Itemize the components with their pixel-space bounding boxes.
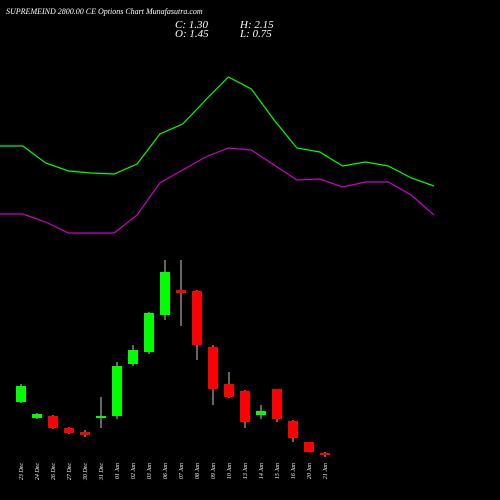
ohlc-annotation: H: 2.15 — [239, 19, 274, 31]
candle-body — [48, 416, 58, 428]
candle-body — [240, 391, 250, 422]
chart-title: SUPREMEIND 2800.00 CE Options Chart Muna… — [6, 7, 203, 16]
x-tick-label: 14 Jan — [258, 463, 265, 479]
ohlc-annotation: C: 1.30 — [175, 19, 209, 31]
candle-body — [128, 350, 138, 364]
candle-body — [64, 428, 74, 433]
x-tick-label: 09 Jan — [211, 463, 217, 479]
candle-body — [96, 416, 106, 418]
x-tick-label: 26 Dec — [51, 463, 57, 480]
x-tick-label: 15 Jan — [275, 463, 281, 479]
candle-body — [144, 313, 154, 352]
x-tick-label: 08 Jan — [195, 463, 201, 479]
candle-body — [304, 442, 314, 452]
candle-body — [288, 421, 298, 438]
x-tick-label: 16 Jan — [291, 463, 297, 479]
candle-body — [32, 414, 42, 418]
x-tick-label: 31 Dec — [99, 463, 105, 481]
candle-body — [208, 347, 218, 389]
candle-body — [160, 272, 170, 315]
candle-body — [320, 453, 330, 455]
x-tick-label: 20 Jan — [307, 463, 313, 479]
candle-body — [176, 290, 186, 293]
x-tick-label: 07 Jan — [179, 463, 185, 479]
x-tick-label: 30 Dec — [83, 463, 89, 481]
candle-body — [192, 291, 202, 345]
x-tick-label: 21 Jan — [323, 463, 329, 479]
candle-body — [80, 432, 90, 435]
x-tick-label: 02 Jan — [131, 463, 137, 479]
x-tick-label: 03 Jan — [147, 463, 153, 479]
x-tick-label: 10 Jan — [227, 463, 233, 479]
ohlc-annotation: L: 0.75 — [239, 28, 272, 40]
x-tick-label: 23 Dec — [19, 463, 25, 480]
candle-body — [224, 384, 234, 397]
x-tick-label: 24 Dec — [34, 463, 41, 480]
candle-body — [112, 366, 122, 416]
candle-body — [16, 386, 26, 402]
x-tick-label: 01 Jan — [115, 463, 121, 479]
x-tick-label: 06 Jan — [163, 463, 169, 479]
x-tick-label: 27 Dec — [67, 463, 73, 480]
x-tick-label: 13 Jan — [243, 463, 249, 479]
indicator-line — [0, 76, 435, 187]
indicator-line — [0, 147, 435, 234]
candle-body — [272, 389, 282, 419]
ohlc-annotation: O: 1.45 — [175, 28, 209, 40]
candle-body — [256, 411, 266, 415]
